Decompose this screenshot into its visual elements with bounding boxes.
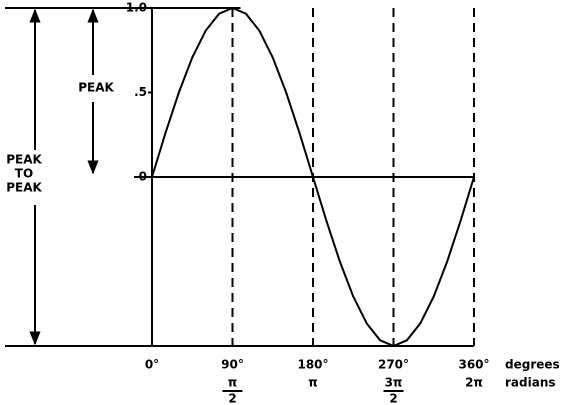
- sine-curve: [151, 6, 475, 348]
- x-tick-label: 270°: [378, 358, 409, 372]
- x-radian-label: π: [228, 376, 238, 390]
- peak-to-peak-label: PEAK: [6, 181, 42, 195]
- x-tick-label: 0°: [145, 358, 159, 372]
- x-radian-label: π: [308, 376, 318, 390]
- y-tick-label: .5: [134, 85, 147, 99]
- peak-to-peak-label: TO: [15, 167, 33, 181]
- x-tick-label: 360°: [458, 358, 489, 372]
- x-unit-label: radians: [505, 376, 556, 390]
- peak-label: PEAK: [78, 81, 114, 95]
- peak-to-peak-label: PEAK: [6, 153, 42, 167]
- x-radian-label: 2π: [465, 376, 483, 390]
- x-radian-label: 2: [228, 392, 236, 405]
- x-tick-label: 180°: [297, 358, 328, 372]
- x-radian-label: 2: [389, 392, 397, 405]
- x-tick-label: 90°: [221, 358, 244, 372]
- x-radian-label: 3π: [385, 376, 403, 390]
- x-unit-label: degrees: [505, 358, 560, 372]
